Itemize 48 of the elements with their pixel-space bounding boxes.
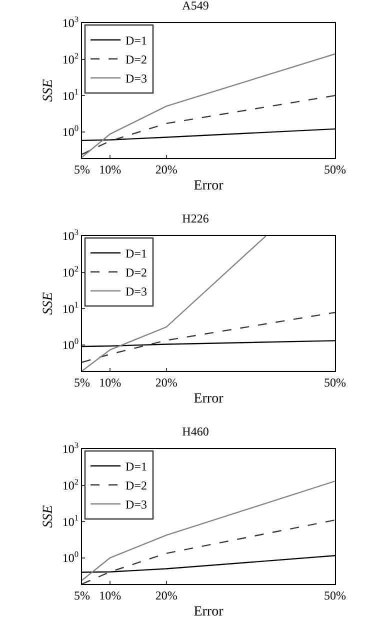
legend-label: D=1: [126, 34, 147, 48]
chart-title: A549: [182, 0, 209, 12]
y-tick-label: 10$^{2}$: [62, 477, 79, 492]
x-tick-label: 10%: [99, 162, 122, 176]
line-series: [82, 94, 335, 155]
y-tick-label: 10$^{2}$: [62, 51, 79, 66]
legend-label: D=1: [126, 246, 147, 261]
x-tick-label: 10%: [99, 375, 122, 390]
y-tick-label: 10$^{0}$: [62, 336, 79, 352]
chart-title: H226: [182, 211, 209, 226]
x-tick-label: 20%: [155, 375, 178, 390]
x-axis-title: Error: [194, 604, 224, 620]
y-tick-label: 10$^{3}$: [62, 228, 79, 244]
legend-label: D=1: [126, 460, 147, 474]
legend-label: D=2: [126, 266, 147, 280]
y-tick-label: 10$^{0}$: [62, 550, 79, 566]
x-axis-title: Error: [194, 178, 224, 194]
line-series: [82, 519, 335, 584]
y-tick-label: 10$^{1}$: [62, 300, 79, 316]
line-series: [82, 312, 335, 363]
legend-label: D=2: [126, 478, 147, 493]
legend-label: D=2: [126, 52, 147, 67]
y-tick-label: 10$^{3}$: [62, 15, 79, 30]
x-tick-label: 50%: [324, 375, 346, 390]
chart-title: H460: [182, 424, 209, 438]
x-tick-label: 5%: [74, 375, 90, 390]
x-tick-label: 5%: [74, 588, 90, 602]
y-tick-label: 10$^{2}$: [62, 264, 79, 280]
line-series: [82, 236, 266, 371]
legend-label: D=3: [126, 72, 147, 86]
y-tick-label: 10$^{3}$: [62, 441, 79, 456]
x-tick-label: 50%: [324, 162, 346, 176]
line-series: [82, 53, 335, 158]
x-tick-label: 10%: [99, 588, 122, 602]
y-axis-title: SSE: [41, 78, 56, 102]
y-tick-label: 10$^{1}$: [62, 88, 79, 103]
y-axis-title: SSE: [41, 504, 56, 528]
legend-label: D=3: [126, 498, 147, 512]
x-axis-title: Error: [194, 392, 224, 407]
x-tick-label: 5%: [74, 162, 90, 176]
x-tick-label: 20%: [155, 162, 178, 176]
y-tick-label: 10$^{1}$: [62, 514, 79, 529]
y-tick-label: 10$^{0}$: [62, 124, 79, 140]
x-tick-label: 20%: [155, 588, 178, 602]
legend-label: D=3: [126, 284, 147, 299]
x-tick-label: 50%: [324, 588, 346, 602]
y-axis-title: SSE: [41, 292, 56, 315]
line-series: [82, 480, 335, 581]
